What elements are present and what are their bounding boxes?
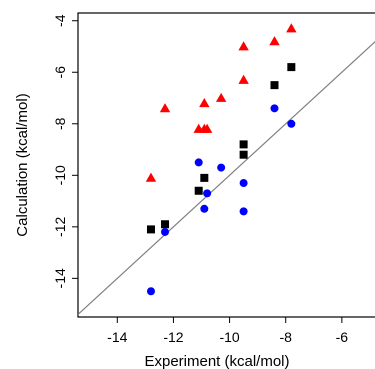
circle-point xyxy=(270,104,279,113)
x-tick-label: -12 xyxy=(163,329,183,345)
reference-line xyxy=(78,41,375,316)
circle-point xyxy=(161,227,170,236)
circle-point xyxy=(200,204,209,213)
square-point xyxy=(200,173,209,182)
triangle-point xyxy=(238,74,249,84)
x-tick-label: -6 xyxy=(336,329,349,345)
triangle-point xyxy=(199,97,210,108)
square-point xyxy=(146,225,155,234)
triangle-point xyxy=(159,103,171,113)
circle-point xyxy=(194,158,203,167)
circle-point xyxy=(146,287,155,296)
x-axis-label: Experiment (kcal/mol) xyxy=(144,353,289,369)
y-tick-label: -8 xyxy=(52,117,68,130)
triangle-point xyxy=(201,123,213,133)
square-point xyxy=(287,63,296,72)
square-point xyxy=(194,186,203,195)
y-tick-label: -14 xyxy=(52,268,68,288)
y-tick-label: -6 xyxy=(52,66,68,79)
x-tick-label: -8 xyxy=(279,329,292,345)
y-tick-label: -10 xyxy=(52,165,68,185)
y-axis-label: Calculation (kcal/mol) xyxy=(14,93,31,236)
x-tick-label: -10 xyxy=(219,329,239,345)
circle-point xyxy=(217,163,226,172)
circle-point xyxy=(239,179,248,188)
triangle-point xyxy=(238,41,249,51)
triangle-point xyxy=(286,23,297,33)
triangle-point xyxy=(145,172,157,182)
triangle-point xyxy=(269,36,280,46)
x-tick-label: -14 xyxy=(107,329,127,345)
circle-point xyxy=(203,189,212,198)
square-point xyxy=(239,140,248,149)
square-point xyxy=(161,220,170,229)
circle-point xyxy=(287,119,296,128)
circle-point xyxy=(239,207,248,216)
plot-frame xyxy=(77,12,375,318)
triangle-point xyxy=(215,92,227,102)
square-point xyxy=(239,150,248,159)
y-tick-label: -4 xyxy=(52,14,68,27)
square-point xyxy=(270,81,279,90)
y-tick-label: -12 xyxy=(52,216,68,236)
